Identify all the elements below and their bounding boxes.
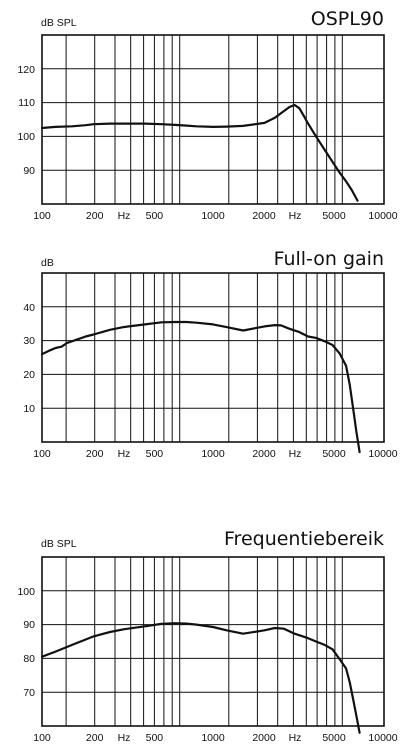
x-tick-label: 200 [86, 210, 104, 222]
x-tick-label: 1000 [201, 732, 225, 744]
x-tick-label: Hz [118, 448, 131, 460]
x-tick-label: 500 [146, 732, 164, 744]
x-tick-label: 100 [33, 448, 51, 460]
y-tick-label: 90 [23, 165, 35, 177]
x-tick-label: 1000 [201, 210, 225, 222]
x-tick-label: 5000 [322, 732, 346, 744]
y-tick-label: 80 [23, 653, 35, 665]
grid-horizontal [42, 590, 384, 693]
y-tick-label: 110 [18, 97, 35, 109]
x-tick-label: Hz [289, 732, 302, 744]
y-tick-label: 90 [23, 619, 35, 631]
x-tick-label: Hz [289, 210, 302, 222]
response-curve [40, 320, 361, 454]
x-tick-label: 2000 [252, 210, 276, 222]
chart-frequentiebereik: Frequentiebereik dB SPL [17, 528, 397, 744]
x-tick-label: Hz [118, 732, 131, 744]
x-tick-label: Hz [118, 210, 131, 222]
y-axis-label: dB [41, 257, 54, 269]
grid-horizontal [42, 68, 384, 171]
y-tick-labels: 10 20 30 40 [23, 302, 35, 415]
x-tick-label: 200 [86, 448, 104, 460]
x-tick-labels: 100 200 Hz 500 1000 2000 Hz 5000 10000 [33, 732, 398, 744]
y-axis-label: dB SPL [41, 17, 77, 29]
y-tick-labels: 70 80 90 100 [17, 586, 35, 699]
x-tick-label: 100 [33, 732, 51, 744]
chart-title: Full-on gain [274, 248, 384, 270]
grid-horizontal [42, 306, 384, 409]
x-tick-label: 2000 [252, 448, 276, 460]
x-tick-label: 5000 [322, 448, 346, 460]
y-tick-label: 100 [17, 131, 35, 143]
y-tick-label: 100 [17, 586, 35, 598]
y-axis-label: dB SPL [41, 538, 77, 550]
grid-vertical [65, 273, 343, 442]
x-tick-label: 100 [33, 210, 51, 222]
x-tick-label: 200 [86, 732, 104, 744]
x-tick-label: 500 [146, 448, 164, 460]
chart-title: Frequentiebereik [224, 528, 384, 550]
chart-ospl90: OSPL90 dB SPL [17, 8, 397, 222]
x-tick-label: 5000 [322, 210, 346, 222]
x-tick-label: 2000 [252, 732, 276, 744]
y-tick-label: 20 [23, 369, 35, 381]
x-tick-label: 10000 [368, 210, 397, 222]
chart-title: OSPL90 [311, 8, 384, 30]
x-tick-label: 1000 [201, 448, 225, 460]
y-tick-labels: 90 100 110 120 [17, 64, 35, 177]
response-curve [40, 622, 361, 734]
y-tick-label: 10 [23, 403, 35, 415]
x-tick-label: Hz [289, 448, 302, 460]
y-tick-label: 40 [23, 302, 35, 314]
chart-full-on-gain: Full-on gain dB [23, 248, 397, 460]
y-tick-label: 30 [23, 335, 35, 347]
x-tick-labels: 100 200 Hz 500 1000 2000 Hz 5000 10000 [33, 448, 398, 460]
plot-frame [41, 272, 385, 443]
x-tick-labels: 100 200 Hz 500 1000 2000 Hz 5000 10000 [33, 210, 398, 222]
grid-vertical [65, 557, 343, 726]
x-tick-label: 500 [146, 210, 164, 222]
y-tick-label: 120 [17, 64, 35, 76]
grid-vertical [65, 35, 343, 204]
y-tick-label: 70 [23, 687, 35, 699]
plot-frame [41, 556, 385, 727]
response-curve [40, 103, 359, 202]
x-tick-label: 10000 [368, 732, 397, 744]
x-tick-label: 10000 [368, 448, 397, 460]
plot-frame [41, 34, 385, 205]
